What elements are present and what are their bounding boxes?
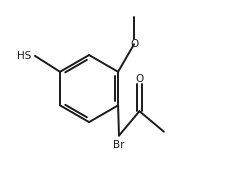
Text: HS: HS <box>17 51 31 61</box>
Text: O: O <box>129 39 138 49</box>
Text: O: O <box>135 74 143 84</box>
Text: Br: Br <box>113 140 124 150</box>
